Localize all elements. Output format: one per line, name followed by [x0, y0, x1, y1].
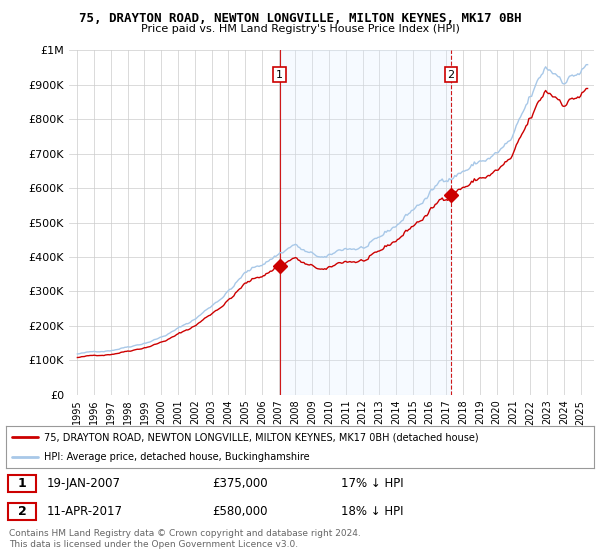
Text: HPI: Average price, detached house, Buckinghamshire: HPI: Average price, detached house, Buck… [44, 452, 310, 462]
FancyBboxPatch shape [8, 475, 36, 492]
FancyBboxPatch shape [8, 503, 36, 520]
Bar [280, 50, 451, 395]
Text: 19-JAN-2007: 19-JAN-2007 [47, 477, 121, 490]
Text: 17% ↓ HPI: 17% ↓ HPI [341, 477, 404, 490]
Text: £580,000: £580,000 [212, 505, 267, 518]
Text: Price paid vs. HM Land Registry's House Price Index (HPI): Price paid vs. HM Land Registry's House … [140, 24, 460, 34]
Text: 2: 2 [448, 69, 455, 80]
Text: 18% ↓ HPI: 18% ↓ HPI [341, 505, 404, 518]
Text: 1: 1 [276, 69, 283, 80]
Text: 75, DRAYTON ROAD, NEWTON LONGVILLE, MILTON KEYNES, MK17 0BH (detached house): 75, DRAYTON ROAD, NEWTON LONGVILLE, MILT… [44, 432, 479, 442]
Text: 2: 2 [17, 505, 26, 518]
Text: 75, DRAYTON ROAD, NEWTON LONGVILLE, MILTON KEYNES, MK17 0BH: 75, DRAYTON ROAD, NEWTON LONGVILLE, MILT… [79, 12, 521, 25]
Text: £375,000: £375,000 [212, 477, 268, 490]
Text: Contains HM Land Registry data © Crown copyright and database right 2024.
This d: Contains HM Land Registry data © Crown c… [9, 529, 361, 549]
Text: 1: 1 [17, 477, 26, 490]
Text: 11-APR-2017: 11-APR-2017 [47, 505, 123, 518]
